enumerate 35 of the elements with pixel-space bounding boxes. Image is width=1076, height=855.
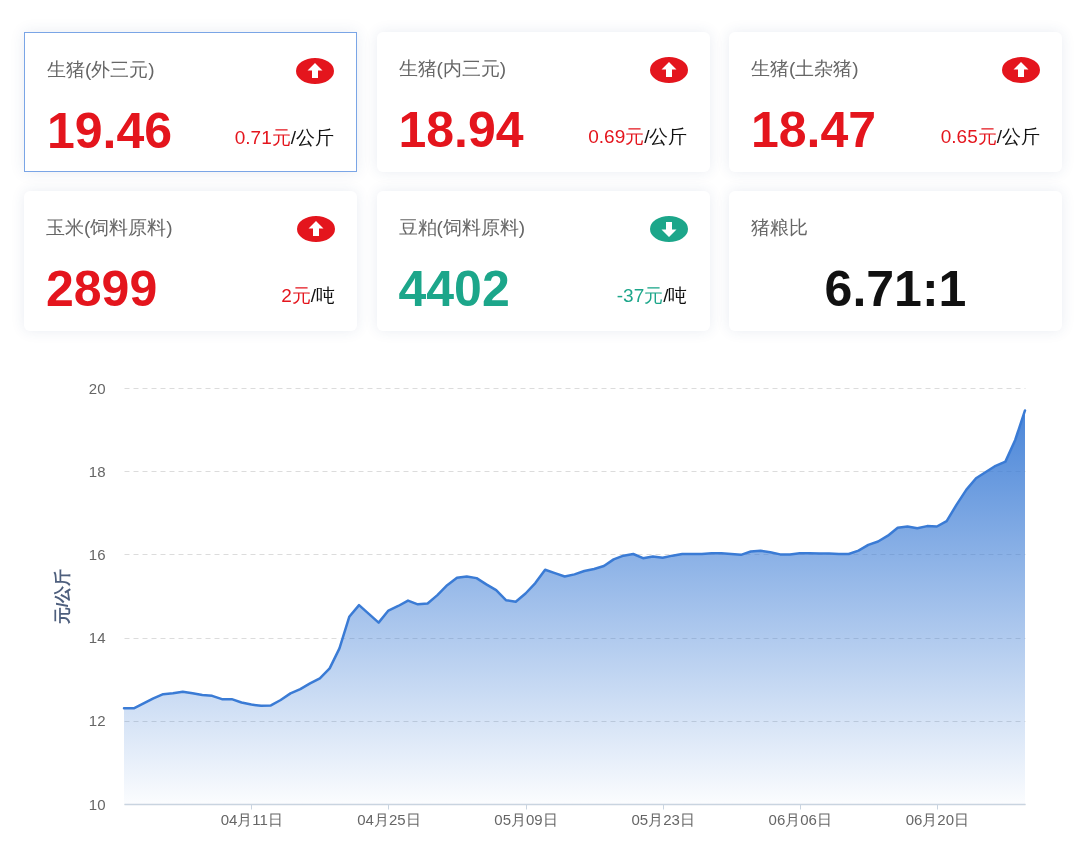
text: 生猪(内三元)	[398, 58, 507, 80]
text: 2元	[281, 285, 311, 306]
y-tick-label: 20	[88, 379, 106, 397]
y-tick-label: 10	[88, 795, 106, 813]
x-tick-label: 06月06日	[768, 810, 832, 828]
x-tick-label: 05月23日	[631, 810, 695, 828]
y-tick-label: 18	[88, 462, 106, 480]
x-tick-label: 04月11日	[220, 810, 283, 828]
x-tick-label: 06月20日	[905, 810, 970, 828]
y-tick-label: 12	[88, 712, 106, 730]
text: -37元	[616, 285, 664, 306]
text: 18.47	[751, 102, 877, 158]
text: 生猪(外三元)	[47, 59, 155, 81]
text: 0.69元	[588, 126, 645, 147]
x-tick-label: 05月09日	[494, 810, 558, 828]
text: 玉米(饲料原料)	[46, 217, 173, 239]
text: 0.71元	[234, 127, 291, 148]
text: /公斤	[644, 126, 688, 147]
text: 18.94	[398, 102, 524, 158]
text: 2899	[46, 261, 158, 317]
text: 4402	[398, 261, 510, 317]
x-tick-label: 04月25日	[357, 810, 421, 828]
text: 猪粮比	[751, 217, 808, 239]
text: 生猪(土杂猪)	[751, 58, 859, 80]
text: 6.71:1	[823, 261, 968, 317]
y-tick-label: 16	[88, 545, 106, 563]
text: 0.65元	[940, 126, 997, 147]
text: /公斤	[996, 126, 1040, 147]
text: /吨	[663, 285, 688, 306]
y-axis-title: 元/公斤	[52, 568, 72, 626]
text: /吨	[310, 285, 335, 306]
text: 19.46	[47, 103, 173, 159]
text: /公斤	[290, 127, 334, 148]
y-tick-label: 14	[88, 629, 106, 647]
text: 豆粕(饲料原料)	[398, 217, 526, 239]
